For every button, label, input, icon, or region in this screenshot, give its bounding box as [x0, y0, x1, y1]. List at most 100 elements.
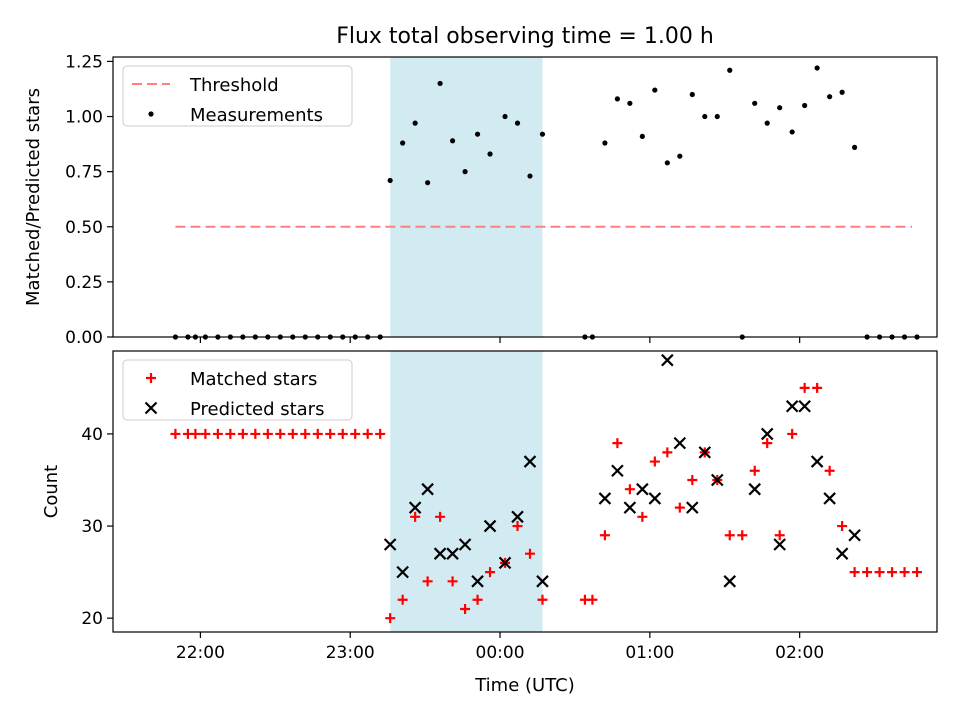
- matched-star-marker: [824, 465, 835, 476]
- matched-star-marker: [887, 567, 898, 578]
- legend-label: Threshold: [189, 75, 279, 96]
- x-tick-label: 02:00: [775, 643, 824, 663]
- matched-star-marker: [287, 428, 298, 439]
- matched-star-marker: [862, 567, 873, 578]
- matched-star-marker: [325, 428, 336, 439]
- matched-star-marker: [762, 438, 773, 449]
- measurement-point: [425, 180, 431, 186]
- predicted-star-marker: [498, 556, 512, 570]
- legend-box: [122, 65, 353, 127]
- matched-star-marker: [874, 567, 885, 578]
- predicted-star-marker: [785, 400, 799, 413]
- matched-star-marker: [200, 428, 211, 439]
- predicted-star-marker: [710, 473, 724, 487]
- measurement-point: [652, 87, 658, 93]
- matched-star-marker: [899, 567, 910, 578]
- y-tick-label: 0.50: [65, 218, 103, 238]
- legend: Threshold Measurements: [122, 65, 353, 127]
- x-tick-label: 00:00: [476, 643, 525, 663]
- predicted-star-marker: [661, 353, 674, 367]
- y-tick-label: 40: [81, 425, 103, 445]
- matched-star-marker: [837, 521, 848, 532]
- predicted-star-marker: [383, 538, 397, 551]
- matched-star-marker: [250, 428, 261, 439]
- matched-star-marker: [472, 594, 483, 605]
- predicted-star-marker: [698, 446, 712, 459]
- measurement-point: [802, 102, 808, 109]
- predicted-star-marker: [760, 427, 774, 441]
- predicted-star-marker: [396, 565, 409, 579]
- matched-star-marker: [649, 456, 660, 467]
- measurement-point: [664, 160, 670, 166]
- flux-ratio-panel: 0.00 0.25 0.50 0.75 1.00 1.25 Matched/Predicte…: [23, 52, 938, 348]
- matched-star-marker: [410, 511, 421, 522]
- observing-window-band: [390, 351, 543, 632]
- predicted-star-marker: [835, 547, 849, 560]
- matched-star-marker: [912, 567, 923, 578]
- measurement-point: [839, 89, 845, 95]
- matched-star-marker: [237, 428, 248, 439]
- matched-star-marker: [397, 594, 408, 605]
- predicted-star-marker: [810, 455, 824, 468]
- matched-star-marker: [362, 428, 373, 439]
- matched-star-marker: [587, 594, 598, 605]
- measurement-point: [627, 100, 633, 106]
- predicted-star-marker: [611, 464, 624, 478]
- predicted-star-marker: [471, 575, 484, 588]
- measurement-point: [714, 113, 720, 120]
- matched-star-marker: [375, 428, 386, 439]
- predicted-star-marker: [408, 501, 422, 514]
- plot-frame: [112, 56, 938, 338]
- y-tick-label: 1.00: [65, 108, 103, 128]
- predicted-star-marker: [483, 519, 497, 533]
- measurement-point: [539, 131, 546, 137]
- y-tick-label: 0.25: [65, 273, 103, 293]
- matched-star-marker: [637, 511, 648, 522]
- measurement-point: [777, 105, 783, 111]
- measurement-point: [502, 113, 508, 120]
- x-tick-label: 23:00: [326, 643, 375, 663]
- matched-star-marker: [749, 465, 760, 476]
- measurement-point: [814, 65, 820, 71]
- matched-star-marker: [737, 530, 748, 541]
- measurement-point: [614, 96, 620, 102]
- matched-star-marker: [225, 428, 236, 439]
- matched-star-marker: [724, 530, 735, 541]
- matched-star-marker: [275, 428, 286, 439]
- predicted-star-marker: [421, 482, 434, 496]
- measurement-point: [789, 129, 795, 135]
- figure-title: Flux total observing time = 1.00 h: [336, 24, 714, 49]
- predicted-star-marker: [798, 400, 811, 413]
- matched-star-marker: [787, 428, 798, 439]
- y-tick-label: 0.00: [65, 328, 103, 348]
- predicted-star-marker: [433, 547, 447, 560]
- predicted-star-marker: [773, 538, 786, 551]
- matched-star-marker: [447, 576, 458, 587]
- matched-star-marker: [849, 567, 860, 578]
- matched-star-marker: [662, 447, 673, 458]
- matched-star-marker: [674, 502, 685, 513]
- predicted-star-marker: [623, 501, 637, 514]
- matched-star-marker: [385, 613, 396, 624]
- matched-star-marker: [170, 428, 181, 439]
- measurement-point: [487, 151, 493, 157]
- matched-star-marker: [612, 438, 623, 449]
- matched-star-marker: [537, 594, 548, 605]
- predicted-star-marker: [848, 528, 861, 542]
- matched-star-marker: [337, 428, 348, 439]
- y-tick-label: 0.75: [65, 163, 103, 183]
- matched-star-marker: [812, 382, 823, 393]
- series-predicted-stars: [383, 353, 861, 588]
- x-tick-label: 22:00: [176, 643, 225, 663]
- matched-star-marker: [262, 428, 273, 439]
- predicted-star-marker: [598, 492, 612, 505]
- predicted-star-marker: [686, 501, 699, 514]
- predicted-star-marker: [673, 436, 687, 450]
- matched-star-marker: [190, 428, 201, 439]
- predicted-star-marker: [458, 538, 472, 551]
- matched-star-marker: [300, 428, 311, 439]
- predicted-star-marker: [446, 547, 459, 560]
- measurement-point: [449, 138, 456, 144]
- predicted-star-marker: [823, 492, 836, 505]
